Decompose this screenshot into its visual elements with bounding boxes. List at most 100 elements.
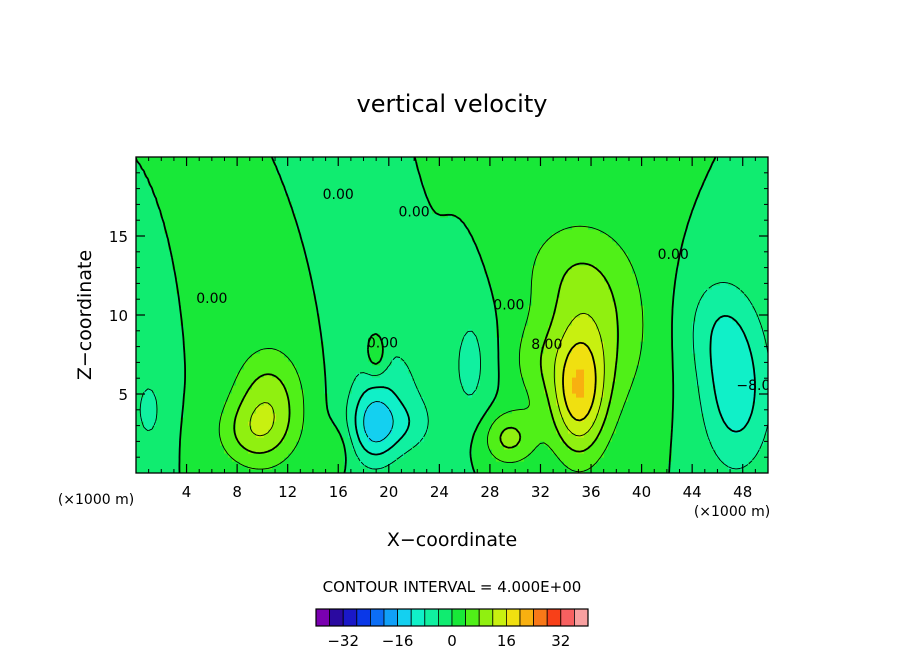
contour-cell: [224, 361, 229, 366]
contour-cell: [196, 469, 201, 473]
contour-cell: [728, 433, 733, 438]
contour-cell: [696, 361, 701, 366]
contour-cell: [592, 405, 597, 410]
contour-cell: [428, 417, 433, 422]
contour-cell: [432, 377, 437, 382]
contour-cell: [312, 361, 317, 366]
contour-cell: [596, 397, 601, 402]
contour-cell: [480, 401, 485, 406]
contour-cell: [168, 457, 173, 462]
contour-cell: [540, 405, 545, 410]
contour-cell: [444, 389, 449, 394]
contour-cell: [272, 393, 277, 398]
contour-cell: [612, 461, 617, 466]
contour-cell: [728, 437, 733, 442]
contour-cell: [680, 437, 685, 442]
contour-cell: [632, 425, 637, 430]
contour-cell: [740, 397, 745, 402]
contour-cell: [256, 401, 261, 406]
contour-cell: [316, 349, 321, 354]
contour-cell: [276, 429, 281, 434]
contour-cell: [612, 385, 617, 390]
contour-cell: [172, 449, 177, 454]
contour-cell: [228, 345, 233, 350]
contour-cell: [688, 433, 693, 438]
contour-cell: [308, 349, 313, 354]
contour-cell: [460, 397, 465, 402]
contour-cell: [632, 397, 637, 402]
contour-cell: [148, 365, 153, 370]
contour-cell: [716, 369, 721, 374]
contour-cell: [284, 437, 289, 442]
contour-cell: [592, 437, 597, 442]
contour-cell: [544, 441, 549, 446]
contour-cell: [248, 357, 253, 362]
contour-cell: [596, 349, 601, 354]
contour-cell: [460, 441, 465, 446]
contour-cell: [232, 361, 237, 366]
contour-cell: [200, 357, 205, 362]
contour-cell: [496, 393, 501, 398]
contour-cell: [204, 389, 209, 394]
contour-cell: [640, 469, 645, 473]
contour-cell: [464, 421, 469, 426]
contour-cell: [204, 469, 209, 473]
contour-cell: [488, 441, 493, 446]
contour-cell: [696, 377, 701, 382]
contour-cell: [332, 393, 337, 398]
contour-cell: [520, 425, 525, 430]
contour-cell: [496, 421, 501, 426]
contour-cell: [400, 445, 405, 450]
contour-cell: [624, 357, 629, 362]
contour-cell: [380, 461, 385, 466]
contour-cell: [308, 353, 313, 358]
contour-cell: [304, 461, 309, 466]
contour-cell: [432, 369, 437, 374]
contour-cell: [344, 393, 349, 398]
contour-cell: [352, 385, 357, 390]
contour-cell: [492, 457, 497, 462]
contour-cell: [320, 429, 325, 434]
contour-cell: [404, 425, 409, 430]
contour-cell: [568, 365, 573, 370]
contour-cell: [496, 409, 501, 414]
contour-cell: [760, 389, 765, 394]
contour-cell: [316, 441, 321, 446]
contour-cell: [760, 381, 765, 386]
contour-cell: [404, 449, 409, 454]
contour-cell: [632, 437, 637, 442]
contour-cell: [752, 445, 757, 450]
contour-cell: [408, 437, 413, 442]
contour-cell: [456, 453, 461, 458]
contour-cell: [400, 381, 405, 386]
contour-cell: [252, 405, 257, 410]
contour-cell: [708, 393, 713, 398]
contour-cell: [668, 385, 673, 390]
contour-cell: [732, 389, 737, 394]
contour-cell: [644, 417, 649, 422]
contour-cell: [196, 401, 201, 406]
contour-cell: [216, 405, 221, 410]
contour-cell: [144, 393, 149, 398]
contour-cell: [404, 453, 409, 458]
contour-cell: [740, 413, 745, 418]
contour-cell: [464, 353, 469, 358]
contour-cell: [224, 393, 229, 398]
contour-cell: [656, 437, 661, 442]
contour-cell: [240, 373, 245, 378]
contour-cell: [660, 469, 665, 473]
contour-cell: [472, 349, 477, 354]
contour-cell: [344, 401, 349, 406]
contour-cell: [444, 397, 449, 402]
contour-cell: [472, 365, 477, 370]
contour-cell: [268, 385, 273, 390]
contour-cell: [296, 405, 301, 410]
contour-cell: [340, 385, 345, 390]
contour-cell: [160, 397, 165, 402]
contour-cell: [148, 361, 153, 366]
contour-cell: [408, 445, 413, 450]
contour-cell: [596, 441, 601, 446]
contour-cell: [544, 469, 549, 473]
contour-cell: [268, 461, 273, 466]
contour-cell: [504, 381, 509, 386]
